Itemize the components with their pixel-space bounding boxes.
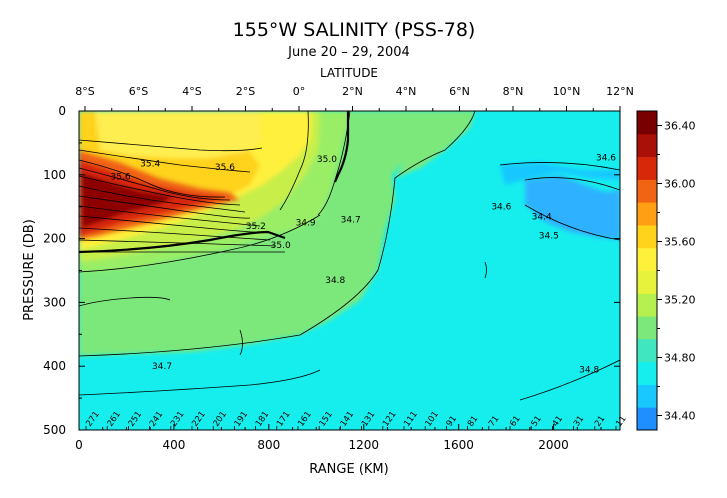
- colorbar-swatch: [637, 202, 657, 226]
- colorbar-swatch: [637, 111, 657, 135]
- lat-tick-label: 8°N: [503, 85, 524, 98]
- y-axis-ticks: 0 100 200 300 400 500: [43, 104, 620, 437]
- colorbar-swatch: [637, 293, 657, 317]
- lat-tick-label: 10°N: [553, 85, 581, 98]
- region-34-40-north: [525, 175, 620, 240]
- colorbar-swatch: [637, 156, 657, 180]
- contour-label: 34.6: [596, 154, 616, 164]
- lat-tick-label: 6°S: [129, 85, 148, 98]
- colorbar-tick-label: 34.40: [664, 410, 696, 423]
- colorbar-tick-label: 36.40: [664, 120, 696, 133]
- y-tick-label: 0: [58, 104, 66, 118]
- lat-tick-label: 8°S: [75, 85, 94, 98]
- colorbar-tick-label: 35.60: [664, 236, 696, 249]
- top-axis-label: LATITUDE: [320, 66, 378, 80]
- colorbar-swatch: [637, 338, 657, 363]
- contour-label: 34.5: [539, 231, 559, 241]
- contour-label: 35.6: [111, 173, 131, 183]
- colorbar: [637, 111, 657, 431]
- chart-subtitle: June 20 – 29, 2004: [287, 45, 410, 60]
- colorbar-swatch: [637, 133, 657, 158]
- y-tick-label: 500: [43, 423, 66, 437]
- colorbar-ticks: 36.40 36.00 35.60 35.20 34.80 34.40: [657, 120, 696, 423]
- lat-tick-label: 2°S: [236, 85, 255, 98]
- y-tick-label: 100: [43, 168, 66, 182]
- lat-tick-label: 4°N: [396, 85, 417, 98]
- contour-label: 35.2: [246, 222, 266, 232]
- lat-tick-label: 4°S: [182, 85, 201, 98]
- colorbar-tick-label: 35.20: [664, 294, 696, 307]
- contour-label: 34.8: [325, 276, 345, 286]
- x-tick-label: 1200: [348, 438, 379, 452]
- x-tick-label: 2000: [538, 438, 569, 452]
- y-tick-label: 300: [43, 295, 66, 309]
- region-34-80-north: [395, 111, 475, 178]
- colorbar-swatch: [637, 247, 657, 271]
- contour-label: 35.4: [140, 159, 160, 169]
- contour-label: 34.7: [152, 362, 172, 372]
- contour-label: 35.0: [271, 241, 291, 251]
- contour-label: 34.7: [341, 215, 361, 225]
- contour-label: 35.0: [317, 155, 337, 165]
- region-surface-yellow: [95, 111, 262, 158]
- x-tick-label: 400: [162, 438, 185, 452]
- colorbar-swatch: [637, 384, 657, 408]
- lat-tick-label: 0°: [293, 85, 306, 98]
- lat-tick-label: 2°N: [342, 85, 363, 98]
- x-tick-label: 1600: [443, 438, 474, 452]
- y-tick-label: 400: [43, 359, 66, 373]
- colorbar-swatch: [637, 361, 657, 385]
- contour-labels: 35.4 35.6 35.6 35.2 35.0 34.9 35.0 34.7 34.8 34.7…: [111, 154, 617, 376]
- colorbar-swatch: [637, 179, 657, 203]
- contour-label: 34.8: [579, 365, 599, 375]
- x-axis-ticks: 0 400 800 1200 1600 2000: [75, 424, 602, 452]
- chart-title: 155°W SALINITY (PSS-78): [233, 19, 476, 41]
- region-36-30: [82, 173, 175, 228]
- contour-label: 34.6: [491, 203, 511, 213]
- x-tick-label: 800: [257, 438, 280, 452]
- lat-tick-label: 6°N: [449, 85, 470, 98]
- colorbar-tick-label: 34.80: [664, 352, 696, 365]
- y-tick-label: 200: [43, 232, 66, 246]
- colorbar-swatch: [637, 270, 657, 294]
- latitude-axis-ticks: 8°S 6°S 4°S 2°S 0° 2°N 4°N 6°N 8°N 10°N 12°N: [75, 85, 634, 111]
- thick-contours: [79, 111, 350, 254]
- x-tick-label: 0: [75, 438, 83, 452]
- region-34-50-north: [500, 162, 620, 185]
- x-axis-label: RANGE (KM): [309, 462, 388, 477]
- colorbar-swatch: [637, 407, 657, 431]
- colorbar-swatch: [637, 224, 657, 249]
- contour-label: 34.4: [532, 212, 552, 222]
- colorbar-swatch: [637, 316, 657, 340]
- colorbar-tick-label: 36.00: [664, 178, 696, 191]
- salinity-field: [79, 111, 620, 430]
- contour-label: 34.9: [296, 219, 316, 229]
- lat-tick-label: 12°N: [606, 85, 634, 98]
- y-axis-label: PRESSURE (DB): [22, 219, 37, 321]
- contour-label: 35.6: [215, 163, 235, 173]
